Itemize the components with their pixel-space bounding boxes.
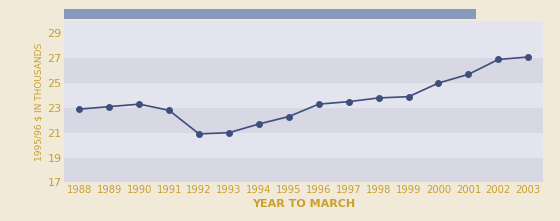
Bar [64, 33, 543, 58]
Y-axis label: 1995/96 $ IN THOUSANDS: 1995/96 $ IN THOUSANDS [34, 42, 43, 161]
Bar [64, 83, 543, 108]
Bar [64, 21, 543, 33]
Bar [64, 133, 543, 158]
Bar [64, 58, 543, 83]
X-axis label: YEAR TO MARCH: YEAR TO MARCH [252, 199, 356, 209]
Bar [64, 108, 543, 133]
Bar [64, 158, 543, 182]
